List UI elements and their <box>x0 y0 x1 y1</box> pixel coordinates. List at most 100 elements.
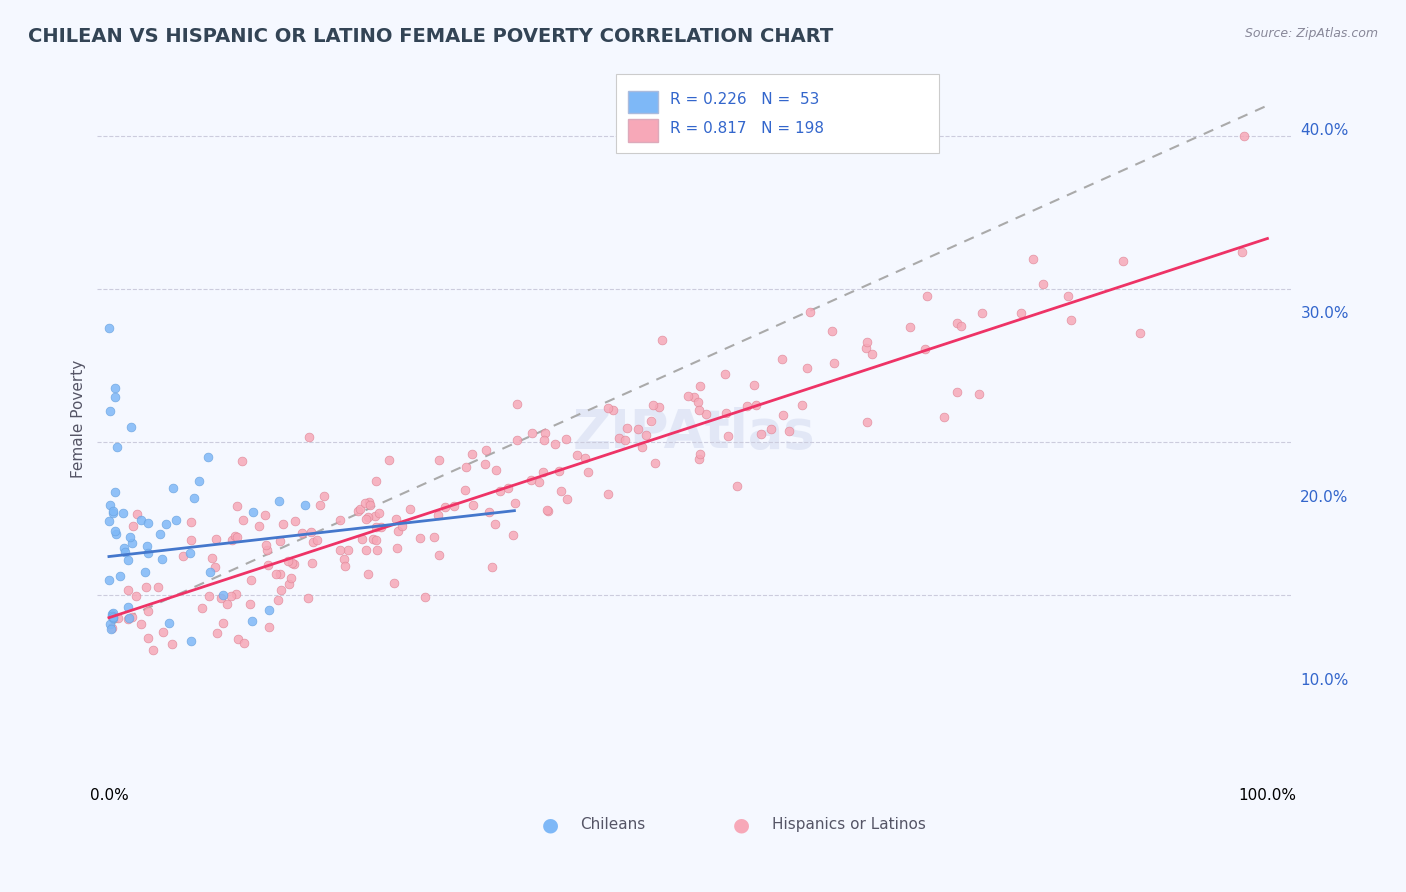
Point <box>180 515 202 529</box>
Point <box>744 378 766 392</box>
FancyBboxPatch shape <box>628 120 658 142</box>
Point <box>688 403 710 417</box>
Point <box>284 514 307 528</box>
Point <box>576 465 599 479</box>
Point <box>120 419 142 434</box>
Point <box>689 447 711 461</box>
Point <box>108 569 131 583</box>
Point <box>117 599 139 614</box>
Point <box>305 533 328 547</box>
Point <box>100 623 122 637</box>
Point <box>823 356 845 370</box>
Point <box>121 610 143 624</box>
Point <box>198 566 221 580</box>
Point <box>211 615 233 630</box>
Point <box>613 433 636 447</box>
Point <box>772 408 794 422</box>
Point <box>1022 252 1045 266</box>
Point <box>350 532 373 546</box>
Point <box>125 507 148 521</box>
Point <box>565 448 588 462</box>
Point <box>357 567 380 582</box>
Point <box>162 481 184 495</box>
Text: Chileans: Chileans <box>581 817 645 832</box>
Text: Hispanics or Latinos: Hispanics or Latinos <box>772 817 925 832</box>
Point <box>197 450 219 464</box>
Point <box>146 580 169 594</box>
Point <box>627 422 650 436</box>
Point <box>297 591 319 605</box>
Point <box>101 504 124 518</box>
Point <box>215 597 238 611</box>
Point <box>180 533 202 547</box>
Point <box>226 500 249 514</box>
Point <box>502 528 524 542</box>
Point <box>253 508 276 522</box>
Point <box>357 495 380 509</box>
Point <box>291 525 314 540</box>
Point <box>932 410 955 425</box>
Point <box>207 626 229 640</box>
Point <box>686 395 709 409</box>
Point <box>226 530 249 544</box>
Point <box>112 541 135 556</box>
Point <box>485 463 508 477</box>
Point <box>98 574 121 588</box>
Point <box>100 616 122 631</box>
Point <box>596 401 619 416</box>
Point <box>201 551 224 566</box>
Point <box>454 459 477 474</box>
Point <box>129 513 152 527</box>
Point <box>648 400 671 414</box>
Point <box>356 543 378 558</box>
Point <box>359 498 381 512</box>
Point <box>1112 254 1135 268</box>
Point <box>443 499 465 513</box>
Point <box>267 593 290 607</box>
Point <box>503 496 526 510</box>
Point <box>142 643 165 657</box>
Point <box>226 632 249 647</box>
Point <box>498 481 520 495</box>
Point <box>364 508 387 523</box>
Point <box>505 433 527 447</box>
Point <box>505 397 527 411</box>
Point <box>519 473 541 487</box>
Point <box>136 516 159 530</box>
Point <box>111 507 134 521</box>
Point <box>270 583 292 598</box>
Point <box>945 385 967 400</box>
Point <box>179 546 201 560</box>
Point <box>104 527 127 541</box>
Point <box>121 519 143 533</box>
Point <box>543 437 565 451</box>
Point <box>533 434 555 448</box>
Point <box>484 516 506 531</box>
Point <box>385 512 408 526</box>
Point <box>299 525 322 540</box>
Point <box>240 615 263 629</box>
Point <box>281 556 304 570</box>
Point <box>277 554 299 568</box>
Point <box>423 530 446 544</box>
Point <box>136 546 159 560</box>
Point <box>314 489 336 503</box>
Point <box>233 636 256 650</box>
Point <box>117 582 139 597</box>
Point <box>856 415 879 429</box>
Point <box>688 451 710 466</box>
FancyBboxPatch shape <box>628 90 658 113</box>
Point <box>527 475 550 489</box>
Point <box>1010 306 1032 320</box>
Point <box>537 503 560 517</box>
Point <box>636 428 658 442</box>
Point <box>474 457 496 471</box>
Point <box>309 499 332 513</box>
Point <box>172 549 194 564</box>
Y-axis label: Female Poverty: Female Poverty <box>72 359 86 478</box>
Point <box>862 347 884 361</box>
Point <box>695 407 717 421</box>
Point <box>242 505 264 519</box>
Point <box>155 516 177 531</box>
Point <box>333 551 356 566</box>
